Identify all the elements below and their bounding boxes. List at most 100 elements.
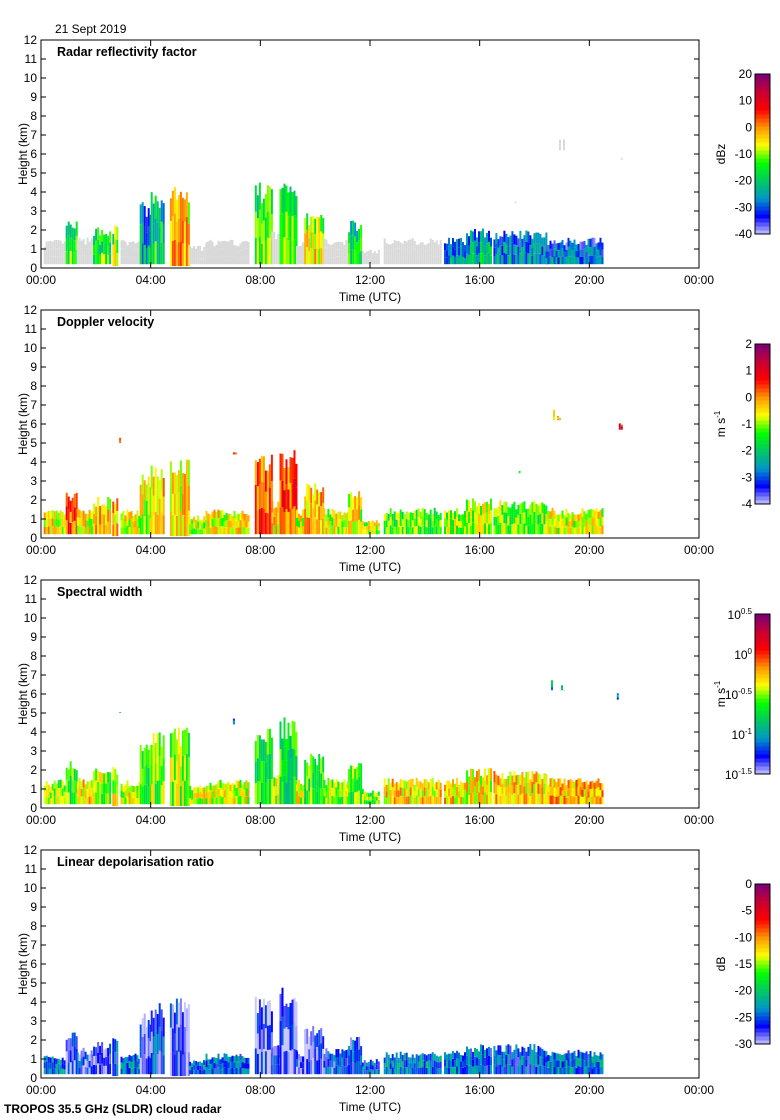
data-cell [431, 1052, 434, 1060]
data-cell [409, 239, 412, 248]
data-cell [545, 251, 548, 258]
data-cell [302, 256, 304, 265]
data-cell [413, 241, 416, 249]
colorbar-step [755, 130, 770, 135]
data-cell [527, 771, 530, 783]
data-cell [298, 1067, 300, 1075]
data-cell [225, 1060, 228, 1068]
data-cell [183, 755, 186, 781]
data-cell [565, 791, 568, 798]
data-cell [553, 416, 555, 421]
data-cell [312, 756, 315, 773]
data-cell [97, 521, 100, 535]
data-cell [569, 521, 572, 528]
data-cell [431, 786, 434, 796]
data-cell [583, 256, 586, 265]
data-cell [239, 520, 242, 528]
data-cell [177, 195, 180, 219]
data-cell [511, 253, 514, 265]
data-cell [107, 1056, 110, 1066]
data-cell [308, 238, 311, 252]
colorbar-frame [754, 883, 771, 1045]
data-cell [577, 795, 580, 805]
data-cell [527, 525, 530, 535]
data-cell [458, 1059, 460, 1067]
data-cell [279, 776, 282, 805]
data-cell [266, 1025, 269, 1050]
data-cell [241, 241, 244, 250]
data-cell [444, 243, 446, 251]
data-cell [597, 1061, 600, 1068]
data-cell [515, 1044, 518, 1055]
data-cell [561, 1055, 564, 1062]
data-cell [397, 248, 400, 257]
unit-exponent: -1 [713, 410, 722, 418]
data-cell [215, 797, 218, 805]
data-cell [539, 244, 542, 255]
data-cell [223, 790, 226, 798]
data-cell [275, 255, 278, 265]
data-cell [454, 797, 456, 805]
data-cell [152, 756, 155, 781]
data-cell [435, 526, 438, 535]
data-cell [237, 781, 240, 789]
data-cell [377, 254, 380, 260]
data-cell [120, 797, 123, 805]
data-cell [171, 757, 174, 782]
data-cell [577, 778, 580, 787]
data-cell [283, 746, 286, 776]
data-cell [567, 255, 570, 265]
data-cell [283, 1051, 286, 1075]
data-cell [306, 1043, 309, 1059]
data-cell [120, 1056, 123, 1063]
data-cell [112, 1063, 115, 1077]
data-cell [551, 686, 553, 691]
data-cell [517, 774, 520, 785]
data-cell [413, 1057, 416, 1064]
colorbar-step [755, 190, 770, 195]
data-cell [139, 501, 142, 518]
data-cell [235, 521, 238, 528]
data-cell [599, 1066, 602, 1075]
data-cell [139, 204, 142, 225]
colorbar-frame [754, 613, 771, 775]
data-cell [413, 510, 416, 519]
colorbar-step [755, 82, 770, 87]
data-cell [545, 780, 548, 789]
data-cell [80, 1058, 83, 1067]
data-cell [354, 769, 357, 781]
data-cell [327, 525, 330, 535]
data-cell [136, 1067, 139, 1075]
data-cell [579, 241, 582, 250]
data-cell [136, 257, 139, 265]
data-cell [75, 770, 78, 782]
data-cell [486, 232, 488, 244]
data-cell [515, 517, 518, 526]
data-cell [391, 243, 394, 251]
data-cell [597, 511, 600, 520]
data-cell [575, 251, 578, 258]
data-cell [456, 1058, 458, 1067]
colorbar-tick-label: -30 [735, 1037, 753, 1051]
data-cell [575, 788, 578, 797]
data-cell [513, 793, 516, 805]
data-cell [511, 514, 514, 525]
data-cell [145, 1058, 148, 1075]
data-cell [78, 1067, 81, 1075]
colorbar-tick-label: -4 [741, 497, 752, 511]
data-cell [45, 1061, 48, 1069]
data-cell [73, 1046, 76, 1061]
data-cell [446, 250, 448, 258]
data-cell [478, 253, 480, 265]
data-cell [620, 157, 623, 159]
colorbar-step [755, 448, 770, 453]
data-cell [482, 795, 484, 805]
data-cell [285, 459, 288, 485]
data-cell [513, 234, 516, 245]
data-cell [59, 256, 62, 265]
data-cell [488, 1056, 490, 1066]
data-cell [452, 795, 454, 805]
colorbar-step [755, 674, 770, 679]
data-cell [173, 239, 176, 267]
